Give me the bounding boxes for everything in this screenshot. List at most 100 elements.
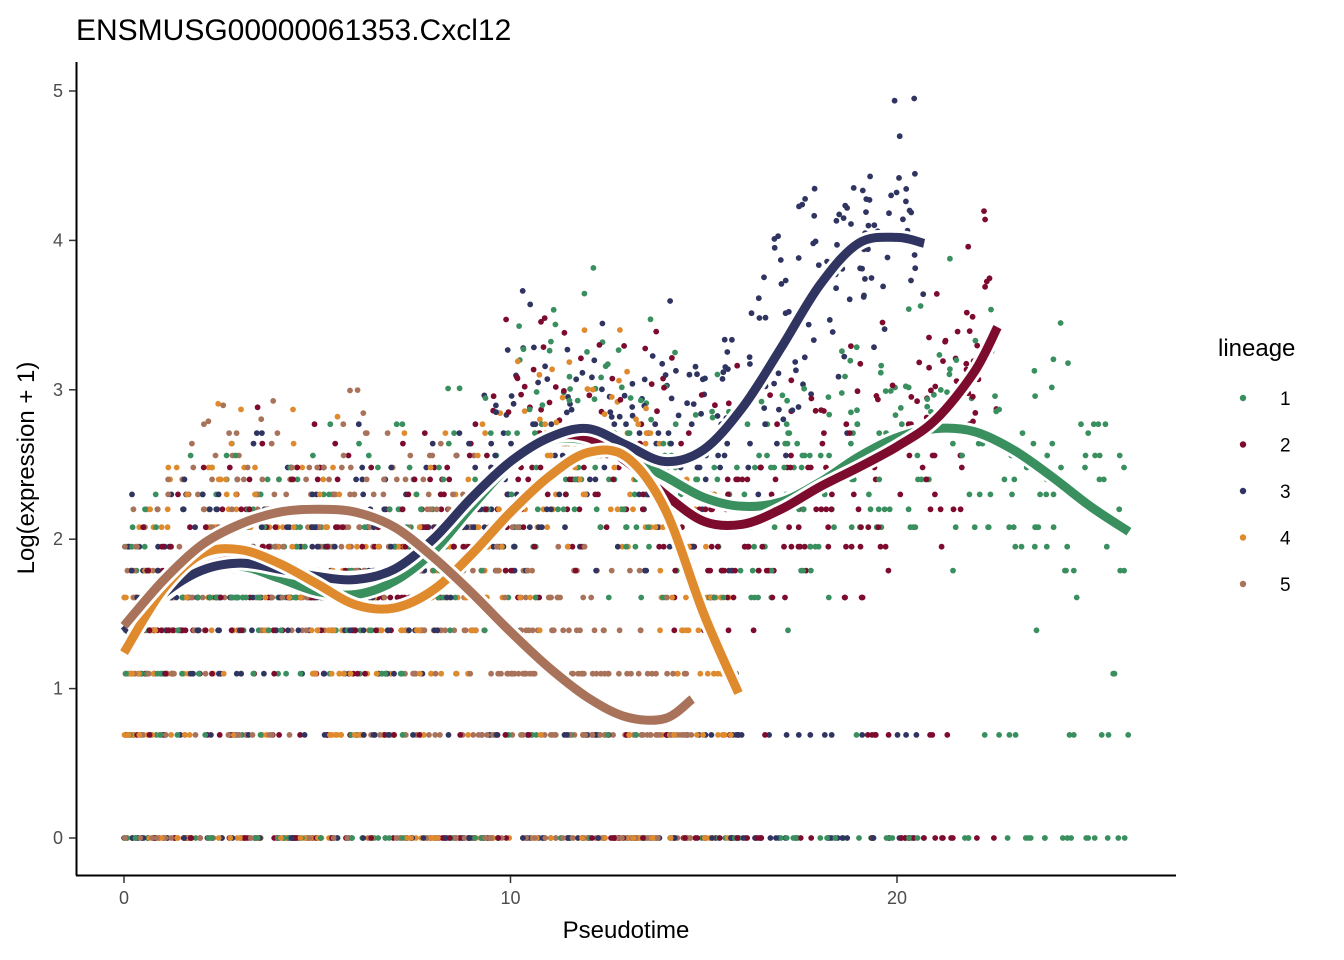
- data-point-lineage-1: [798, 464, 805, 471]
- data-point-lineage-2: [610, 476, 617, 483]
- data-point-lineage-5: [314, 464, 321, 471]
- data-point-lineage-2: [954, 328, 961, 335]
- y-tick-label: 3: [53, 380, 63, 400]
- data-point-lineage-3: [785, 308, 792, 315]
- data-point-lineage-2: [721, 567, 728, 574]
- data-point-lineage-1: [1050, 356, 1057, 363]
- data-point-lineage-2: [402, 543, 409, 550]
- data-point-lineage-3: [721, 336, 728, 343]
- data-point-lineage-4: [328, 670, 335, 677]
- data-point-lineage-5: [393, 835, 400, 841]
- data-point-lineage-2: [782, 594, 788, 601]
- data-point-lineage-4: [375, 543, 382, 550]
- data-point-lineage-3: [238, 670, 244, 677]
- data-point-lineage-2: [457, 732, 464, 738]
- data-point-lineage-2: [561, 388, 567, 394]
- data-point-lineage-4: [223, 491, 230, 498]
- data-point-lineage-3: [771, 380, 777, 387]
- data-point-lineage-5: [541, 732, 548, 738]
- data-point-lineage-1: [714, 371, 721, 378]
- data-point-lineage-1: [1049, 440, 1056, 447]
- data-point-lineage-2: [812, 407, 819, 414]
- data-point-lineage-5: [234, 476, 241, 483]
- data-point-lineage-3: [783, 452, 789, 459]
- data-point-lineage-1: [633, 732, 639, 738]
- data-point-lineage-1: [452, 594, 458, 601]
- data-point-lineage-1: [1064, 835, 1071, 841]
- data-point-lineage-1: [693, 476, 699, 483]
- data-point-lineage-4: [217, 476, 224, 483]
- data-point-lineage-1: [646, 543, 652, 550]
- data-point-lineage-2: [368, 835, 375, 841]
- data-point-lineage-5: [381, 594, 388, 601]
- data-point-lineage-1: [593, 506, 600, 513]
- data-point-lineage-1: [451, 430, 457, 436]
- data-point-lineage-1: [783, 421, 790, 428]
- data-point-lineage-1: [1006, 524, 1013, 531]
- data-point-lineage-4: [428, 670, 434, 677]
- data-point-lineage-4: [158, 835, 165, 841]
- data-point-lineage-1: [375, 464, 381, 471]
- data-point-lineage-2: [795, 543, 802, 550]
- data-point-lineage-3: [699, 376, 706, 383]
- data-point-lineage-1: [1121, 464, 1127, 471]
- data-point-lineage-1: [1115, 835, 1122, 841]
- data-point-lineage-4: [608, 394, 615, 400]
- data-point-lineage-3: [811, 185, 818, 192]
- data-point-lineage-1: [784, 397, 790, 404]
- data-point-lineage-2: [926, 364, 932, 371]
- data-point-lineage-1: [1009, 491, 1015, 498]
- data-point-lineage-3: [829, 329, 836, 335]
- data-point-lineage-1: [875, 506, 882, 513]
- data-point-lineage-2: [974, 342, 981, 349]
- data-point-lineage-2: [919, 464, 926, 471]
- data-point-lineage-3: [315, 543, 321, 550]
- data-point-lineage-2: [572, 567, 579, 574]
- data-point-lineage-1: [779, 392, 786, 399]
- data-point-lineage-1: [924, 396, 931, 402]
- data-point-lineage-1: [711, 594, 718, 601]
- data-point-lineage-5: [354, 387, 361, 393]
- data-point-lineage-5: [289, 464, 295, 471]
- data-point-lineage-5: [494, 543, 500, 550]
- data-point-lineage-1: [618, 384, 625, 391]
- data-point-lineage-4: [584, 386, 591, 392]
- data-point-lineage-5: [593, 670, 600, 677]
- data-point-lineage-2: [437, 491, 444, 498]
- data-point-lineage-2: [589, 835, 595, 841]
- data-point-lineage-3: [884, 254, 891, 261]
- data-point-lineage-3: [548, 421, 555, 428]
- data-point-lineage-2: [661, 384, 667, 391]
- data-point-lineage-5: [555, 543, 562, 550]
- data-point-lineage-1: [1063, 567, 1069, 574]
- data-point-lineage-2: [898, 835, 905, 841]
- data-point-lineage-1: [785, 627, 791, 634]
- data-point-lineage-3: [850, 185, 857, 191]
- data-point-lineage-2: [502, 732, 509, 738]
- data-point-lineage-3: [250, 440, 257, 447]
- data-point-lineage-2: [969, 393, 976, 400]
- data-point-lineage-2: [712, 402, 718, 409]
- data-point-lineage-4: [674, 670, 681, 677]
- data-point-lineage-4: [231, 732, 237, 738]
- data-point-lineage-4: [647, 430, 654, 436]
- data-point-lineage-5: [429, 452, 436, 459]
- data-point-lineage-2: [596, 342, 603, 348]
- data-point-lineage-3: [913, 732, 920, 738]
- data-point-lineage-1: [992, 393, 998, 399]
- data-point-lineage-2: [932, 835, 939, 841]
- data-point-lineage-4: [680, 627, 687, 634]
- data-point-lineage-2: [970, 418, 976, 425]
- data-point-lineage-4: [553, 419, 560, 426]
- data-point-lineage-2: [146, 732, 153, 738]
- data-point-lineage-3: [360, 835, 367, 841]
- data-point-lineage-5: [384, 430, 391, 436]
- data-point-lineage-2: [521, 383, 528, 390]
- data-point-lineage-2: [226, 464, 233, 471]
- data-point-lineage-2: [654, 408, 660, 415]
- data-point-lineage-5: [258, 416, 265, 423]
- data-point-lineage-1: [1102, 421, 1109, 428]
- data-point-lineage-1: [952, 524, 959, 531]
- data-point-lineage-4: [496, 506, 502, 513]
- data-point-lineage-5: [356, 524, 363, 531]
